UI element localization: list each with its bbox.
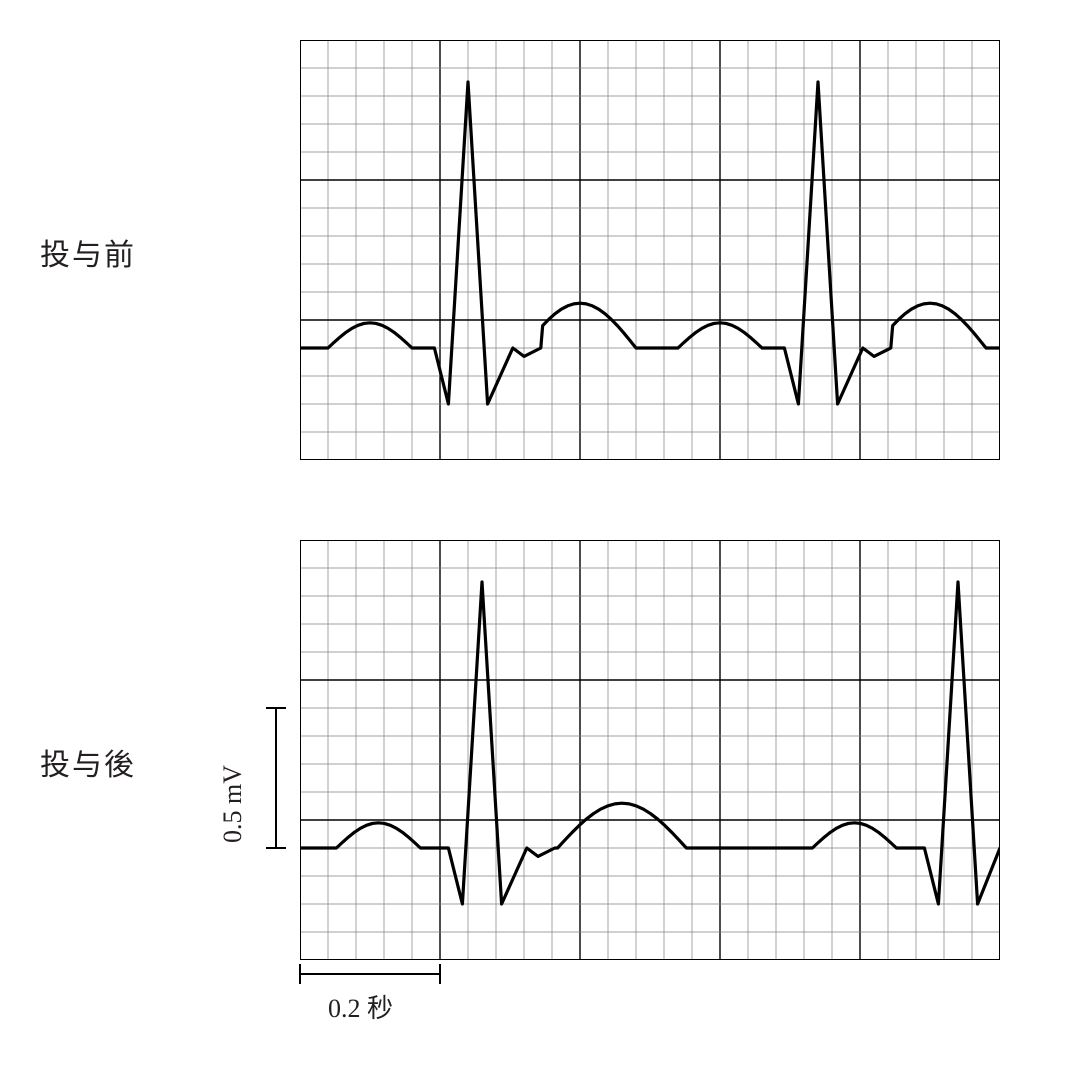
ecg-before-svg bbox=[300, 40, 1000, 460]
label-after: 投与後 bbox=[40, 740, 136, 784]
time-scale-label: 0.2 秒 bbox=[328, 988, 393, 1025]
ecg-before-chart bbox=[300, 40, 1000, 465]
ecg-after-chart: 0.5 mV 0.2 秒 bbox=[300, 540, 1000, 965]
voltage-scale-bracket bbox=[236, 540, 296, 960]
label-before: 投与前 bbox=[40, 230, 136, 274]
time-scale-bracket bbox=[300, 960, 1000, 1040]
page: 投与前 投与後 0.5 mV 0.2 秒 bbox=[0, 0, 1072, 1080]
voltage-scale-label: 0.5 mV bbox=[218, 765, 248, 843]
ecg-after-svg bbox=[300, 540, 1000, 960]
